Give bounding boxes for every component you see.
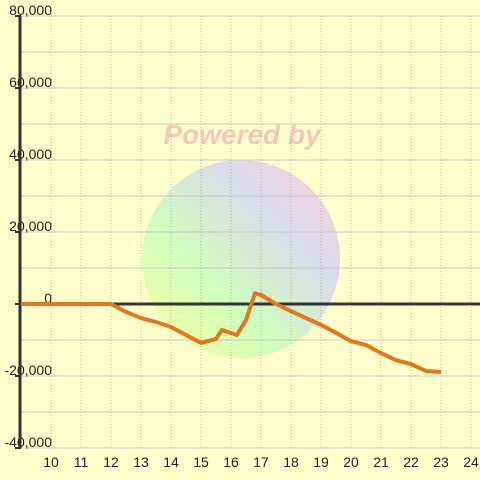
x-tick-label: 23: [433, 454, 449, 470]
x-tick-label: 20: [343, 454, 359, 470]
x-tick-label: 13: [133, 454, 149, 470]
x-tick-label: 11: [74, 454, 89, 470]
x-tick-label: 14: [163, 454, 179, 470]
y-tick-label: -40,000: [5, 434, 53, 450]
x-tick-label: 18: [283, 454, 299, 470]
x-tick-label: 15: [193, 454, 209, 470]
y-tick-label: 0: [44, 290, 52, 306]
x-tick-label: 22: [403, 454, 419, 470]
watermark-logo: [142, 160, 340, 358]
x-tick-label: 10: [43, 454, 59, 470]
x-tick-label: 12: [103, 454, 119, 470]
y-tick-label: 40,000: [9, 146, 52, 162]
x-tick-label: 21: [373, 454, 389, 470]
y-tick-label: -20,000: [5, 362, 53, 378]
data-line: [21, 291, 442, 375]
x-tick-label: 17: [253, 454, 269, 470]
x-tick-label: 16: [223, 454, 239, 470]
x-tick-label: 24: [463, 454, 479, 470]
x-tick-label: 19: [313, 454, 329, 470]
y-tick-label: 20,000: [9, 218, 52, 234]
y-tick-label: 60,000: [9, 74, 52, 90]
y-tick-label: 80,000: [9, 2, 52, 18]
